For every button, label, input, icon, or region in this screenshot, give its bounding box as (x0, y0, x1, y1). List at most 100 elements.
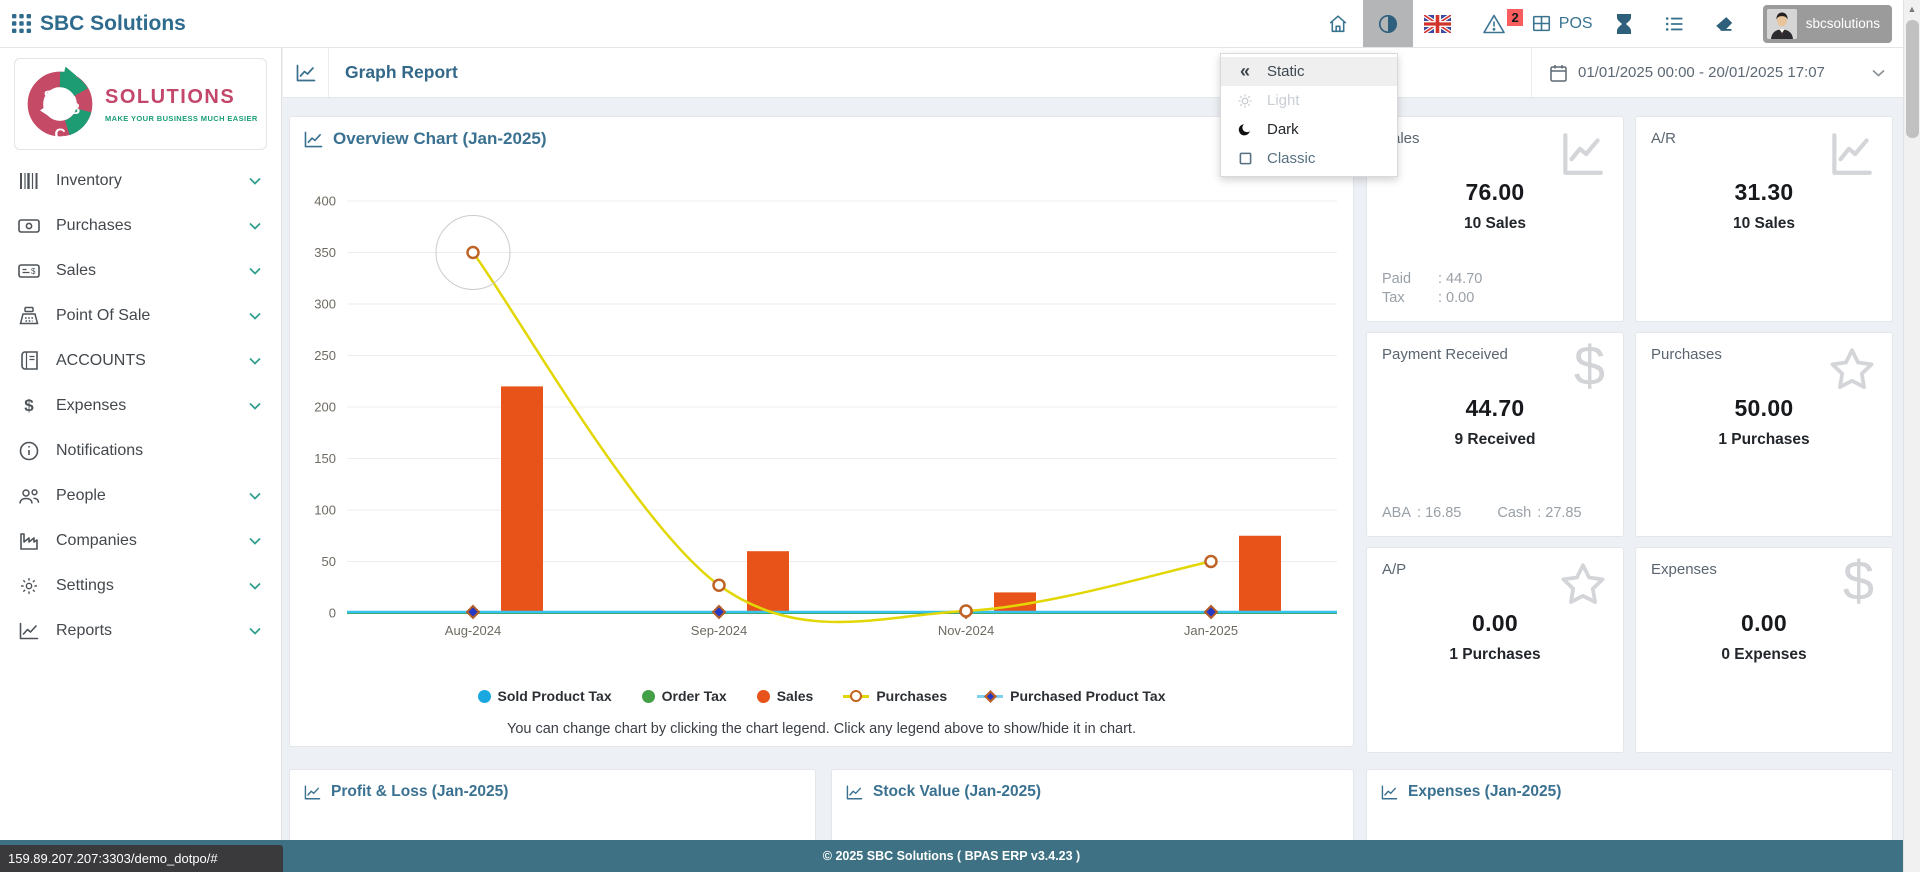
profit-loss-card: Profit & Loss (Jan-2025) (289, 769, 816, 840)
svg-text:Nov-2024: Nov-2024 (938, 623, 994, 638)
sidebar-item-purchases[interactable]: Purchases (0, 203, 281, 248)
sidebar-item-point-of-sale[interactable]: Point Of Sale (0, 293, 281, 338)
page-scrollbar[interactable]: ▲ (1903, 0, 1920, 872)
pos-button[interactable]: POS (1525, 0, 1599, 47)
sidebar-item-notifications[interactable]: Notifications (0, 428, 281, 473)
ledger-book-icon (16, 349, 42, 373)
username: sbcsolutions (1805, 16, 1880, 31)
overview-chart-card: Overview Chart (Jan-2025) 0 50 100 150 200 25… (289, 116, 1354, 747)
stat-card-title: Payment Received (1382, 346, 1508, 363)
language-button[interactable] (1413, 0, 1463, 47)
stock-value-title: Stock Value (Jan-2025) (873, 783, 1041, 800)
footer: © 2025 SBC Solutions ( BPAS ERP v3.4.23 … (0, 840, 1903, 872)
sidebar-item-accounts[interactable]: ACCOUNTS (0, 338, 281, 383)
theme-option-classic[interactable]: Classic (1221, 144, 1397, 173)
stat-card-ar: A/R 31.30 10 Sales (1635, 116, 1893, 322)
star-icon (1826, 345, 1878, 395)
legend-purchased-product-tax[interactable]: Purchased Product Tax (977, 688, 1165, 704)
people-icon (16, 484, 42, 508)
cheque-icon: $ (16, 259, 42, 283)
svg-text:0: 0 (329, 606, 336, 621)
sidebar-item-expenses[interactable]: $ Expenses (0, 383, 281, 428)
chevron-down-icon (249, 627, 261, 635)
stat-card-subtitle: 10 Sales (1463, 215, 1527, 232)
stat-card-title: A/P (1382, 561, 1407, 578)
dashboard-content: Overview Chart (Jan-2025) 0 50 100 150 200 25… (283, 98, 1903, 840)
chevron-down-icon (249, 222, 261, 230)
svg-text:400: 400 (314, 194, 336, 209)
overview-chart-plot[interactable]: 0 50 100 150 200 250 300 350 400 Aug-2024 Sep-2024… (290, 161, 1353, 688)
stat-card-details: Paid: 44.70 Tax: 0.00 (1382, 271, 1483, 306)
stat-card-purchases: Purchases 50.00 1 Purchases (1635, 332, 1893, 537)
calendar-icon (1550, 64, 1567, 82)
sun-gear-icon (1236, 93, 1254, 109)
star-icon (1557, 560, 1609, 610)
scroll-up-arrow[interactable]: ▲ (1907, 3, 1917, 14)
pending-button[interactable] (1599, 0, 1649, 47)
legend-sales[interactable]: Sales (756, 688, 813, 704)
chart-legend: Sold Product Tax Order Tax Sales Purchas… (290, 688, 1353, 704)
sbc-logo-emblem: S B C (23, 63, 97, 145)
chevron-down-icon (249, 177, 261, 185)
theme-option-static[interactable]: « Static (1221, 57, 1397, 86)
sidebar-item-label: Inventory (56, 171, 122, 189)
stat-card-details: ABA: 16.85 Cash: 27.85 (1382, 505, 1582, 521)
moon-icon (1236, 122, 1254, 137)
clear-cache-button[interactable] (1699, 0, 1749, 47)
sidebar-item-reports[interactable]: Reports (0, 608, 281, 653)
top-navbar: SBC Solutions (0, 0, 1920, 48)
sidebar-item-sales[interactable]: $ Sales (0, 248, 281, 293)
pos-label: POS (1558, 14, 1593, 32)
svg-text:150: 150 (314, 451, 336, 466)
stat-card-title: Purchases (1651, 346, 1722, 363)
legend-purchases[interactable]: Purchases (843, 688, 947, 704)
home-button[interactable] (1313, 0, 1363, 47)
sidebar-item-label: ACCOUNTS (56, 351, 146, 369)
sidebar-item-people[interactable]: People (0, 473, 281, 518)
brand[interactable]: SBC Solutions (0, 12, 186, 36)
chevron-down-icon (249, 267, 261, 275)
svg-text:200: 200 (314, 400, 336, 415)
theme-option-dark[interactable]: Dark (1221, 115, 1397, 144)
legend-marker (641, 689, 655, 703)
svg-text:350: 350 (314, 245, 336, 260)
sidebar-item-label: Purchases (56, 216, 132, 234)
stat-card-subtitle: 10 Sales (1732, 215, 1796, 232)
stat-card-sales: Sales 76.00 10 Sales Paid: 44.70 Tax: 0.… (1366, 116, 1624, 322)
chevron-down-icon (249, 582, 261, 590)
date-range-picker[interactable]: 01/01/2025 00:00 - 20/01/2025 17:07 (1531, 48, 1903, 97)
scrollbar-thumb[interactable] (1906, 20, 1919, 138)
double-chevron-left-icon: « (1239, 61, 1250, 81)
sidebar-item-companies[interactable]: Companies (0, 518, 281, 563)
svg-text:Jan-2025: Jan-2025 (1184, 623, 1238, 638)
chart-line-icon (304, 785, 321, 800)
cash-register-icon (16, 304, 42, 328)
legend-marker (756, 689, 770, 703)
sidebar-item-label: Settings (56, 576, 114, 594)
stat-card-value: 76.00 (1465, 179, 1525, 205)
theme-option-light[interactable]: Light (1221, 86, 1397, 115)
info-icon (16, 439, 42, 463)
chart-line-icon (16, 619, 42, 643)
svg-text:300: 300 (314, 297, 336, 312)
pos-grid-icon (1531, 14, 1552, 33)
stat-card-value: 50.00 (1734, 395, 1794, 421)
svg-text:C: C (55, 127, 66, 144)
sidebar-item-label: Expenses (56, 396, 127, 414)
sidebar-item-label: Notifications (56, 441, 144, 459)
legend-sold-product-tax[interactable]: Sold Product Tax (477, 688, 612, 704)
user-menu[interactable]: sbcsolutions (1762, 4, 1892, 43)
activity-list-button[interactable] (1649, 0, 1699, 47)
legend-order-tax[interactable]: Order Tax (641, 688, 727, 704)
theme-toggle-button[interactable] (1362, 0, 1413, 47)
sidebar-item-label: Companies (56, 531, 137, 549)
stat-card-ap: A/P 0.00 1 Purchases (1366, 547, 1624, 753)
sidebar-item-inventory[interactable]: Inventory (0, 158, 281, 203)
alerts-button[interactable]: 2 (1463, 0, 1525, 47)
company-logo[interactable]: S B C SOLUTIONS MAKE YOUR BUSINESS MUCH … (14, 58, 267, 150)
chart-hint-text: You can change chart by clicking the cha… (507, 721, 1136, 737)
sidebar-item-label: People (56, 486, 106, 504)
sidebar-item-settings[interactable]: Settings (0, 563, 281, 608)
chart-line-icon (1555, 129, 1609, 179)
chevron-down-icon (249, 357, 261, 365)
